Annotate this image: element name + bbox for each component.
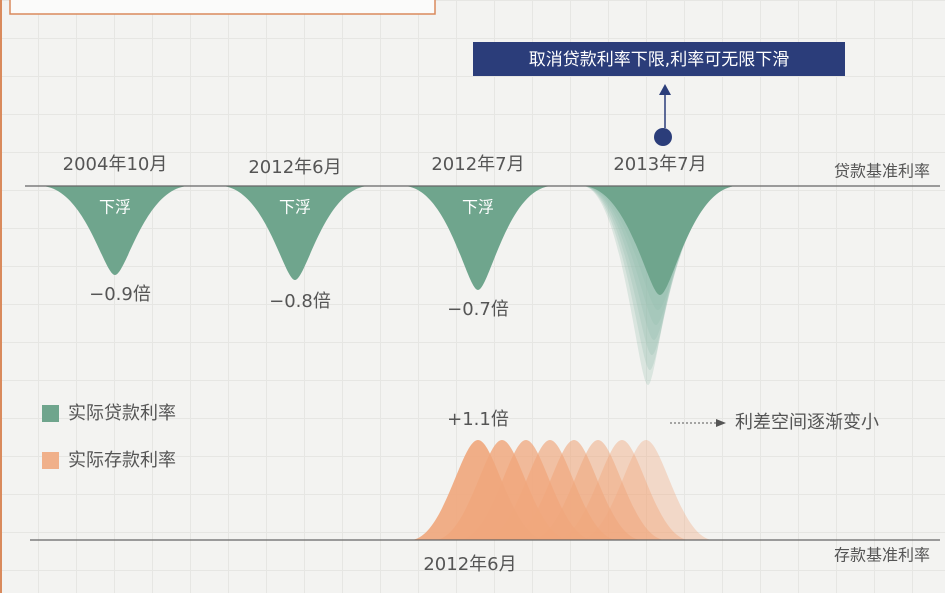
deposit-shape (410, 440, 546, 540)
event-label: 下浮 (462, 198, 494, 217)
legend-label: 实际存款利率 (68, 450, 176, 471)
deposit-date: 2012年6月 (423, 554, 516, 575)
arrow-head (659, 84, 671, 95)
deposit-baseline-label: 存款基准利率 (834, 546, 930, 565)
event-date: 2012年6月 (248, 157, 341, 178)
spread-arrow-head (716, 419, 726, 427)
event-label: 下浮 (279, 198, 311, 217)
event-value: −0.7倍 (447, 299, 509, 320)
deposit-value: +1.1倍 (447, 409, 509, 430)
event-label: 下浮 (99, 198, 131, 217)
loan-shape (220, 186, 370, 280)
event-value: −0.8倍 (269, 291, 331, 312)
legend-label: 实际贷款利率 (68, 403, 176, 424)
loan-shape (403, 186, 553, 290)
event-date: 2013年7月 (613, 154, 706, 175)
legend-swatch (42, 405, 59, 422)
loan-shape (40, 186, 190, 275)
event-value: −0.9倍 (89, 284, 151, 305)
legend-swatch (42, 452, 59, 469)
dot (654, 128, 672, 146)
loan-shape (582, 186, 738, 295)
top-box (9, 0, 436, 15)
event-date: 2012年7月 (431, 154, 524, 175)
spread-note: 利差空间逐渐变小 (735, 412, 879, 433)
annotation-box (473, 42, 845, 76)
annotation: 取消贷款利率下限,利率可无限下滑 (529, 50, 789, 70)
loan-baseline-label: 贷款基准利率 (834, 162, 930, 181)
event-date: 2004年10月 (63, 154, 168, 175)
